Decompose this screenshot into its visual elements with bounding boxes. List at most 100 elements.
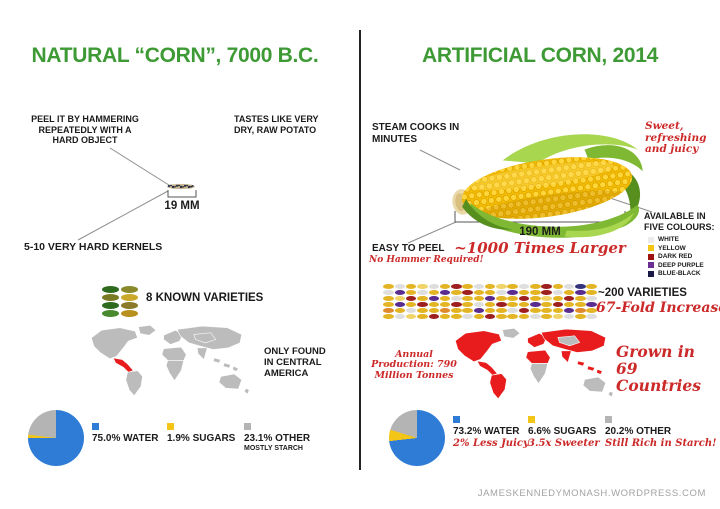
legend-swatch (244, 423, 251, 430)
variety-kernel (473, 313, 485, 319)
variety-kernel (451, 307, 462, 313)
right-size-label: 190 MM (519, 226, 561, 238)
tiny-corn-illustration (167, 183, 195, 190)
colour-legend-row: BLUE-BLACK (648, 270, 704, 277)
variety-kernel (383, 301, 394, 307)
variety-kernel (552, 313, 564, 319)
variety-kernel (586, 295, 597, 301)
variety-kernel (507, 307, 518, 313)
variety-kernel (496, 301, 507, 307)
map-region-india (560, 350, 572, 363)
variety-kernel (541, 295, 552, 301)
right-world-map (452, 326, 620, 406)
variety-kernel (473, 289, 485, 295)
legend-swatch (92, 423, 99, 430)
variety-kernel (394, 295, 406, 301)
variety-kernel (462, 283, 473, 289)
variety-kernel (484, 313, 496, 319)
legend-sub: 3.5x Sweeter (528, 438, 600, 449)
variety-kernel (530, 295, 541, 301)
colour-legend-row: DEEP PURPLE (648, 262, 704, 269)
variety-kernel (394, 289, 406, 295)
variety-kernel (552, 307, 564, 313)
variety-kernel (462, 289, 473, 295)
right-legend-other: 20.2% OTHER Still Rich in Starch! (605, 416, 717, 449)
variety-kernel (462, 295, 473, 301)
variety-kernel (428, 289, 440, 295)
variety-kernel (575, 313, 586, 319)
varieties-band (383, 283, 597, 319)
variety-kernel (552, 295, 564, 301)
variety-kernel (541, 289, 552, 295)
legend-label: 23.1% OTHER (244, 433, 311, 444)
band-row (383, 283, 597, 289)
variety-kernel (541, 307, 552, 313)
left-variety-ovals (101, 285, 139, 317)
left-pie-chart (28, 410, 84, 466)
variety-kernel (428, 301, 440, 307)
variety-kernel (439, 301, 451, 307)
colour-swatch (648, 245, 654, 251)
oval-row (101, 285, 139, 293)
map-region-africa_n (525, 349, 551, 364)
variety-kernel (439, 307, 451, 313)
variety-kernel (575, 301, 586, 307)
variety-kernel (428, 295, 440, 301)
variety-kernel (507, 301, 518, 307)
map-region-na (455, 330, 502, 363)
legend-label: 6.6% SUGARS (528, 426, 597, 437)
variety-kernel (462, 301, 473, 307)
variety-kernel (530, 313, 541, 319)
variety-oval (121, 309, 138, 317)
variety-kernel (518, 289, 530, 295)
variety-kernel (563, 289, 575, 295)
variety-kernel (405, 289, 417, 295)
variety-kernel (439, 313, 451, 319)
variety-kernel (405, 295, 417, 301)
variety-kernel (586, 307, 597, 313)
variety-oval (102, 301, 119, 309)
variety-oval (102, 309, 119, 317)
variety-kernel (428, 307, 440, 313)
variety-kernel (383, 313, 394, 319)
legend-label: 75.0% WATER (92, 433, 159, 444)
variety-kernel (473, 295, 485, 301)
colour-legend-row: DARK RED (648, 253, 704, 260)
variety-kernel (451, 301, 462, 307)
variety-kernel (507, 289, 518, 295)
right-legend-sugars: 6.6% SUGARS 3.5x Sweeter (528, 416, 608, 449)
footer-credit: JAMESKENNEDYMONASH.WORDPRESS.COM (477, 488, 706, 499)
colour-label: DARK RED (658, 253, 693, 260)
band-row (383, 313, 597, 319)
legend-swatch (528, 416, 535, 423)
map-region-australia (582, 376, 607, 393)
left-world-map (88, 324, 256, 402)
variety-kernel (496, 295, 507, 301)
map-region-seasia (212, 357, 239, 372)
easy-peel-sub: No Hammer Required! (369, 255, 484, 265)
colour-label: YELLOW (658, 244, 686, 252)
variety-kernel (417, 307, 428, 313)
right-varieties-sub: 67-Fold Increase (596, 300, 720, 316)
map-region-greenland (502, 327, 521, 339)
variety-kernel (439, 289, 451, 295)
variety-kernel (417, 289, 428, 295)
variety-kernel (518, 283, 530, 289)
variety-kernel (394, 283, 406, 289)
sweet-note: Sweet, refreshing and juicy (645, 120, 707, 156)
variety-kernel (462, 307, 473, 313)
easy-peel-label: EASY TO PEEL (372, 243, 445, 254)
variety-kernel (484, 289, 496, 295)
variety-kernel (405, 301, 417, 307)
legend-sub: MOSTLY STARCH (244, 445, 303, 452)
world-map-svg (455, 327, 614, 400)
kernels-note: 5-10 VERY HARD KERNELS (24, 241, 163, 253)
oval-row (101, 293, 139, 301)
variety-oval (102, 293, 119, 301)
variety-kernel (383, 295, 394, 301)
map-region-nz (607, 390, 614, 398)
variety-kernel (451, 289, 462, 295)
colour-legend-row: WHITE (648, 236, 704, 243)
map-region-samerica (125, 370, 143, 397)
map-region-casia (557, 335, 580, 347)
